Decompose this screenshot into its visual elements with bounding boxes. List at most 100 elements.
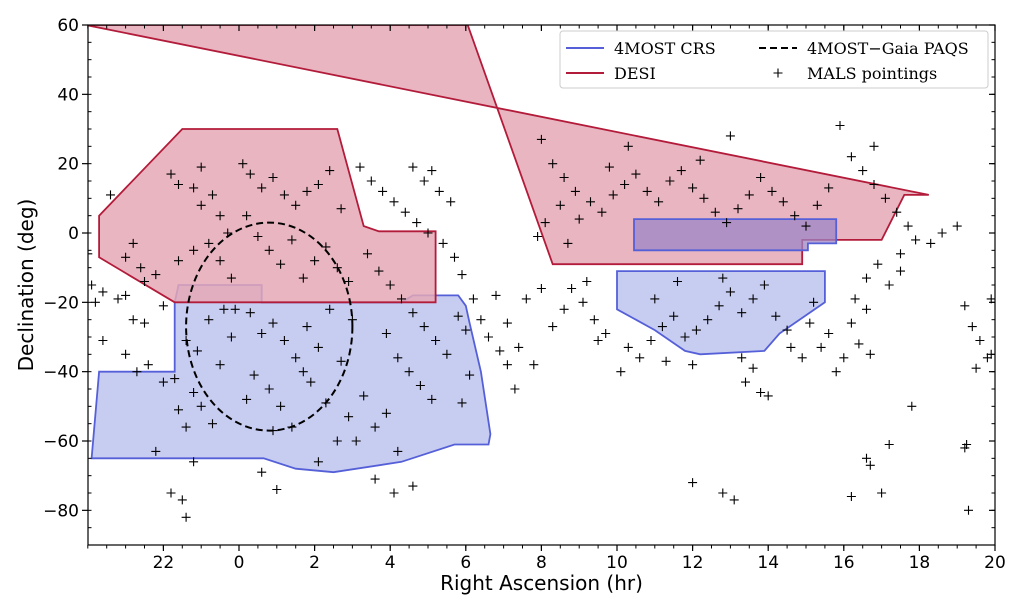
mals-pointing bbox=[170, 374, 180, 384]
mals-pointing bbox=[578, 297, 588, 307]
mals-pointing bbox=[631, 169, 641, 179]
mals-pointing bbox=[548, 159, 558, 169]
mals-pointing bbox=[744, 190, 754, 200]
mals-pointing bbox=[495, 346, 505, 356]
mals-pointing bbox=[370, 474, 380, 484]
mals-pointing bbox=[257, 329, 267, 338]
mals-pointing bbox=[181, 336, 191, 345]
mals-pointing bbox=[98, 287, 108, 297]
region-crs-north-overlap bbox=[633, 218, 838, 252]
mals-pointing bbox=[302, 322, 312, 332]
mals-pointing bbox=[332, 436, 342, 446]
mals-pointing bbox=[359, 391, 369, 401]
mals-pointing bbox=[623, 342, 633, 352]
mals-pointing bbox=[491, 290, 501, 300]
mals-pointing bbox=[415, 381, 425, 390]
mals-pointing bbox=[884, 440, 894, 449]
mals-pointing bbox=[586, 197, 595, 207]
mals-pointing bbox=[646, 336, 656, 345]
mals-pointing bbox=[389, 197, 399, 207]
x-tick-label: 18 bbox=[909, 553, 931, 573]
mals-pointing bbox=[722, 218, 732, 228]
mals-pointing bbox=[654, 197, 664, 207]
mals-pointing bbox=[419, 176, 429, 186]
mals-pointing bbox=[748, 363, 758, 373]
mals-pointing bbox=[450, 252, 459, 262]
mals-pointing bbox=[174, 256, 183, 266]
mals-pointing bbox=[174, 405, 183, 415]
mals-pointing bbox=[412, 218, 422, 228]
mals-pointing bbox=[344, 277, 354, 286]
mals-pointing bbox=[98, 336, 108, 345]
mals-pointing bbox=[960, 301, 970, 311]
x-tick-label: 2 bbox=[309, 553, 320, 573]
mals-pointing bbox=[279, 336, 289, 345]
mals-pointing bbox=[536, 134, 546, 144]
mals-pointing bbox=[926, 238, 936, 248]
mals-pointing bbox=[710, 207, 720, 217]
mals-pointing bbox=[381, 408, 391, 418]
mals-pointing bbox=[665, 176, 675, 186]
mals-pointing bbox=[529, 360, 539, 370]
mals-pointing bbox=[669, 311, 679, 321]
y-tick-label: −40 bbox=[43, 363, 79, 383]
mals-pointing bbox=[737, 353, 747, 363]
mals-pointing bbox=[756, 173, 766, 182]
mals-pointing bbox=[457, 270, 467, 280]
mals-pointing bbox=[189, 388, 199, 397]
mals-pointing bbox=[249, 370, 259, 380]
mals-pointing bbox=[763, 391, 773, 401]
mals-pointing bbox=[699, 193, 709, 203]
mals-pointing bbox=[344, 412, 354, 422]
mals-pointing bbox=[786, 342, 796, 352]
mals-pointing bbox=[389, 488, 399, 498]
mals-pointing bbox=[767, 186, 777, 196]
legend: 4MOST CRS 4MOST−Gaia PAQS DESI MALS poin… bbox=[559, 30, 989, 89]
mals-pointing bbox=[253, 232, 263, 241]
mals-pointing bbox=[650, 294, 660, 304]
mals-pointing bbox=[718, 273, 728, 283]
legend-box bbox=[559, 30, 989, 89]
mals-pointing bbox=[298, 367, 308, 377]
mals-pointing bbox=[132, 367, 142, 377]
mals-pointing bbox=[567, 284, 577, 293]
mals-pointing bbox=[298, 273, 308, 283]
mals-pointing bbox=[869, 180, 879, 189]
mals-pointing bbox=[862, 273, 871, 283]
mals-pointing bbox=[502, 318, 512, 328]
mals-pointing bbox=[291, 353, 301, 363]
mals-pointing bbox=[873, 259, 883, 269]
mals-pointing bbox=[688, 478, 698, 488]
mals-pointing bbox=[657, 322, 667, 332]
mals-pointing bbox=[196, 200, 206, 210]
mals-pointing bbox=[756, 388, 766, 397]
legend-swatch-mals bbox=[773, 68, 783, 78]
mals-pointing bbox=[846, 152, 856, 162]
x-tick-label: 14 bbox=[757, 553, 779, 573]
mals-pointing bbox=[121, 252, 131, 262]
mals-pointing bbox=[468, 294, 478, 304]
mals-pointing bbox=[907, 401, 917, 411]
mals-pointing bbox=[725, 287, 735, 297]
mals-pointing bbox=[431, 336, 441, 345]
mals-pointing bbox=[570, 186, 580, 196]
mals-pointing bbox=[166, 488, 176, 498]
ticks-layer bbox=[82, 24, 996, 551]
mals-pointing bbox=[548, 322, 558, 332]
mals-pointing bbox=[903, 221, 913, 231]
y-tick-label: −20 bbox=[43, 293, 79, 313]
mals-pointing bbox=[824, 329, 834, 338]
mals-pointing bbox=[865, 349, 875, 359]
mals-pointing bbox=[321, 242, 331, 252]
mals-pointing bbox=[264, 384, 274, 394]
region-desi-south bbox=[98, 128, 437, 304]
mals-pointing bbox=[635, 353, 645, 363]
mals-pointing bbox=[423, 228, 433, 238]
mals-pointing bbox=[831, 367, 841, 377]
mals-pointing bbox=[854, 339, 864, 349]
mals-pointing bbox=[846, 492, 856, 501]
mals-pointing bbox=[245, 308, 255, 318]
mals-pointing bbox=[601, 329, 611, 338]
mals-pointing bbox=[797, 353, 807, 363]
mals-pointing bbox=[276, 401, 286, 411]
